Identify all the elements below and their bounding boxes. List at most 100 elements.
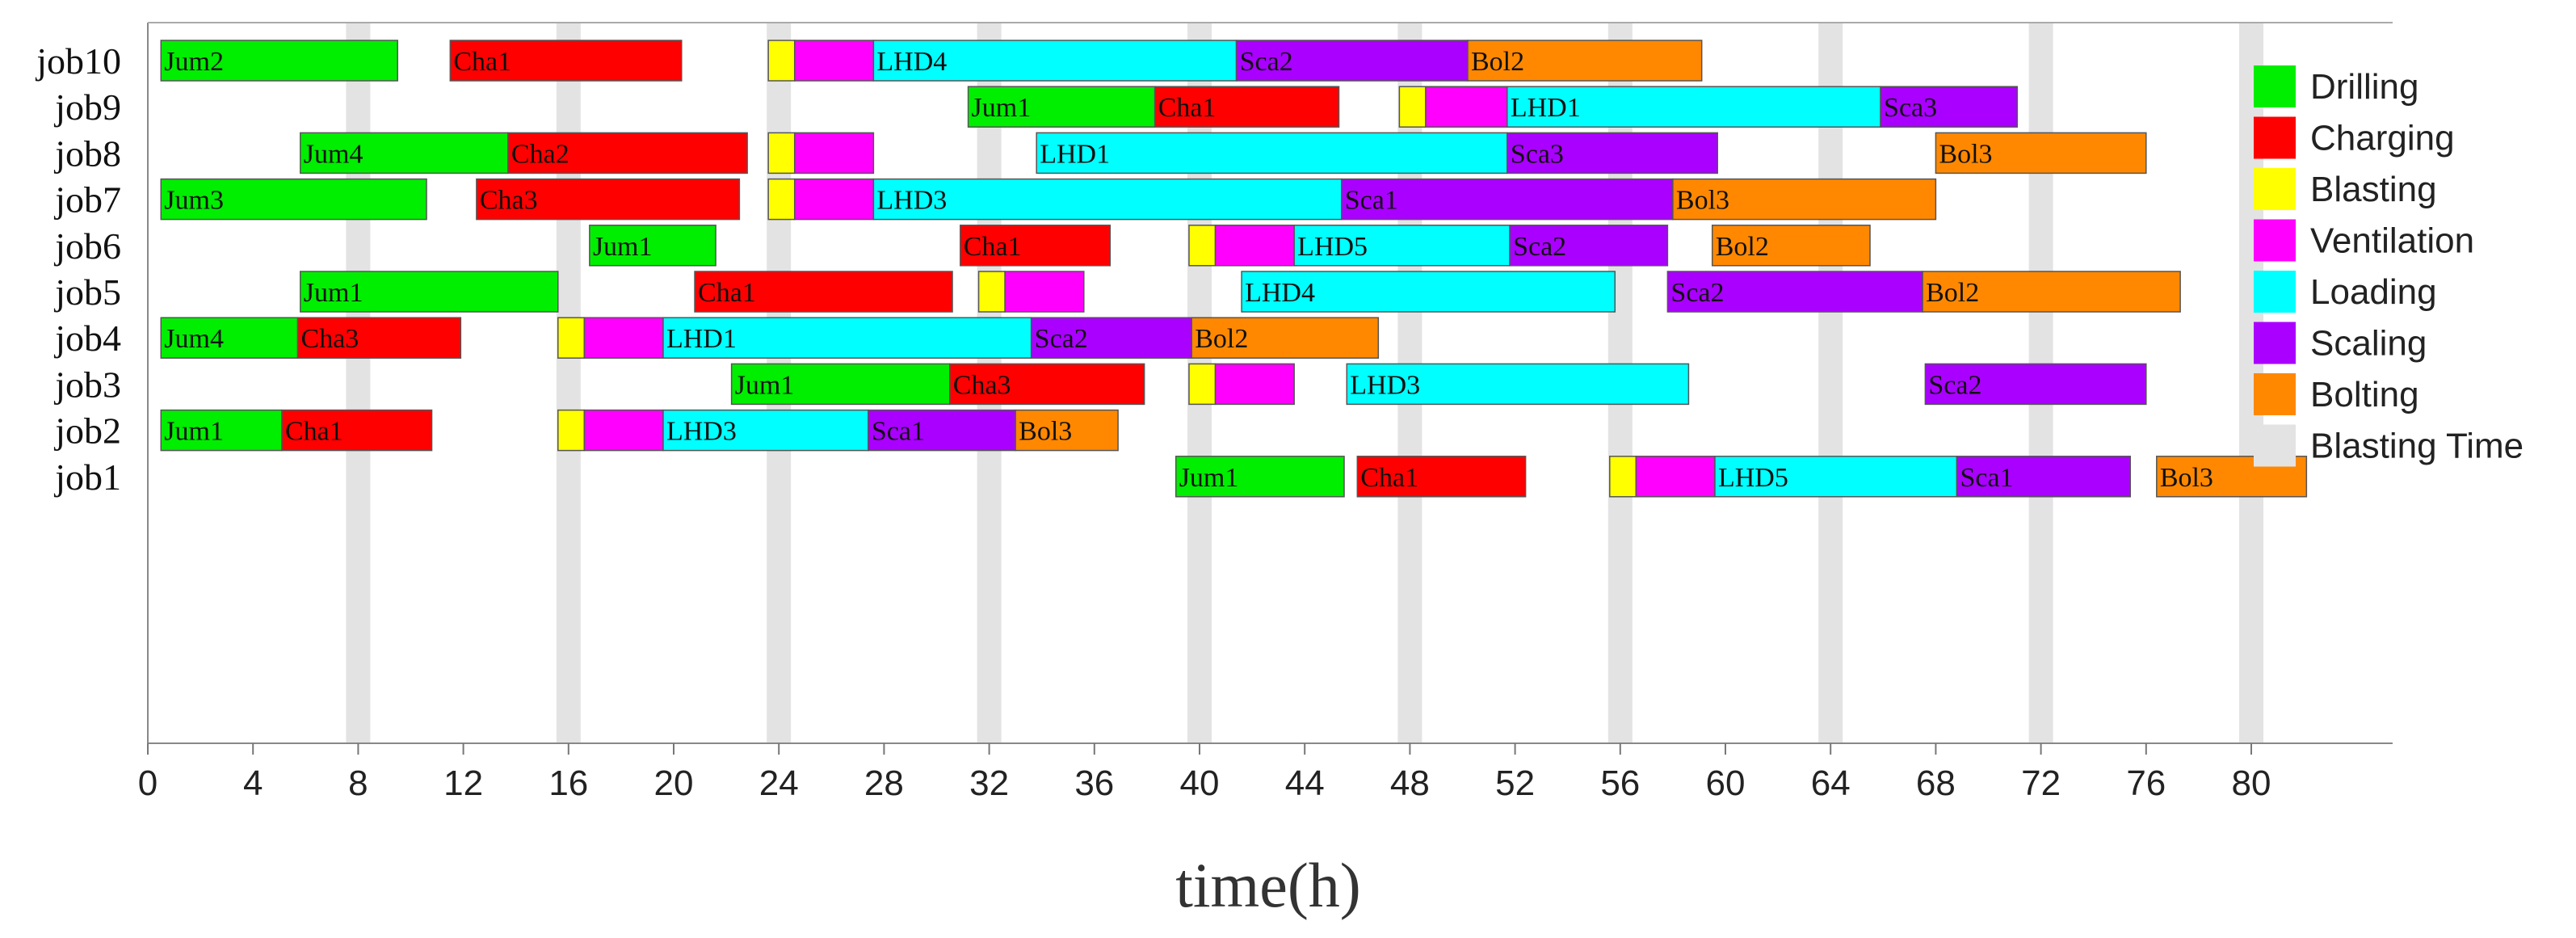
task-bar-loading: [662, 409, 869, 452]
task-bar-scaling: [1924, 363, 2147, 406]
x-tick-label: 8: [348, 763, 368, 803]
task-bar-ventilation: [583, 409, 664, 452]
task-bar-blasting: [557, 317, 586, 359]
x-tick-label: 80: [2232, 763, 2271, 803]
legend-swatch: [2254, 322, 2296, 364]
x-tick-label: 44: [1285, 763, 1325, 803]
task-bar-label: Cha3: [480, 186, 538, 216]
task-bar-label: Cha1: [698, 278, 756, 308]
task-bar-drilling: [1175, 456, 1345, 498]
task-bar-label: LHD1: [666, 324, 737, 354]
task-bar-label: Bol3: [1939, 139, 1992, 169]
x-tick-label: 72: [2021, 763, 2061, 803]
task-bar-scaling: [1956, 456, 2132, 498]
task-bar-charging: [507, 132, 748, 175]
task-bar-loading: [1346, 363, 1690, 406]
task-bar-label: Jum1: [304, 278, 363, 308]
task-bar-drilling: [160, 317, 299, 359]
task-bar-scaling: [1880, 86, 2019, 128]
task-bar-loading: [1036, 132, 1508, 175]
task-bar-ventilation: [1214, 363, 1295, 406]
x-tick-label: 32: [969, 763, 1009, 803]
x-tick-label: 0: [138, 763, 158, 803]
legend-label: Bolting: [2310, 375, 2419, 414]
task-bar-blasting: [767, 132, 796, 175]
task-bar-label: Cha1: [1158, 93, 1217, 123]
task-bar-label: Bol3: [2160, 463, 2213, 493]
task-bar-charging: [1154, 86, 1340, 128]
task-bar-charging: [296, 317, 462, 359]
task-bar-label: Jum3: [164, 186, 224, 216]
task-bar-bolting: [1191, 317, 1380, 359]
legend-label: Ventilation: [2310, 221, 2474, 261]
task-bar-label: LHD4: [1245, 278, 1315, 308]
task-bar-blasting: [767, 40, 796, 82]
task-bar-scaling: [868, 409, 1016, 452]
task-bar-charging: [694, 271, 953, 313]
task-bar-label: Sca2: [1928, 370, 1981, 400]
legend-label: Drilling: [2310, 67, 2418, 107]
task-bar-ventilation: [1214, 225, 1295, 267]
x-tick-label: 68: [1916, 763, 1956, 803]
legend: Drilling Charging Blasting Ventilation Loadi…: [2254, 65, 2523, 467]
task-bar-label: Sca2: [1513, 232, 1566, 262]
task-bar-label: LHD3: [876, 186, 947, 216]
task-bar-charging: [960, 225, 1112, 267]
legend-label: Blasting: [2310, 170, 2437, 209]
task-bar-drilling: [300, 132, 509, 175]
legend-swatch: [2254, 168, 2296, 210]
task-bar-label: LHD1: [1511, 93, 1581, 123]
task-bar-drilling: [589, 225, 716, 267]
x-tick-label: 76: [2126, 763, 2166, 803]
axes: [147, 22, 2393, 744]
blasting-time-band: [346, 23, 371, 743]
task-bar-label: Cha2: [511, 139, 569, 169]
task-bar-bolting: [1015, 409, 1119, 452]
task-bar-blasting: [1609, 456, 1637, 498]
task-bar-label: Jum1: [593, 232, 653, 262]
task-bar-charging: [949, 363, 1145, 406]
legend-swatch: [2254, 271, 2296, 313]
x-tick-label: 60: [1706, 763, 1746, 803]
task-bar-label: Cha3: [953, 370, 1011, 400]
task-bar-scaling: [1509, 225, 1669, 267]
task-bar-label: Sca3: [1884, 93, 1937, 123]
task-bar-loading: [1241, 271, 1616, 313]
x-tick-label: 28: [864, 763, 904, 803]
task-bar-drilling: [160, 178, 427, 221]
legend-label: Blasting Time: [2310, 427, 2523, 466]
task-bar-ventilation: [1004, 271, 1085, 313]
task-bar-label: Bol2: [1471, 47, 1524, 77]
task-bar-ventilation: [793, 40, 875, 82]
task-bar-label: LHD3: [666, 417, 737, 447]
legend-label: Scaling: [2310, 324, 2427, 364]
task-bar-loading: [1507, 86, 1881, 128]
task-bar-label: LHD1: [1040, 139, 1110, 169]
task-bar-label: Cha1: [285, 417, 343, 447]
task-bar-label: Bol3: [1019, 417, 1072, 447]
task-bar-label: Sca3: [1511, 139, 1564, 169]
task-bar-label: Cha3: [301, 324, 359, 354]
x-tick-label: 24: [759, 763, 799, 803]
task-bar-label: Jum1: [972, 93, 1032, 123]
task-bar-scaling: [1235, 40, 1469, 82]
task-bar-bolting: [1672, 178, 1937, 221]
x-tick-label: 16: [548, 763, 588, 803]
x-axis-title: time(h): [1175, 850, 1361, 920]
task-bar-bolting: [1935, 132, 2147, 175]
task-bar-label: Jum4: [304, 139, 363, 169]
job-label: job3: [53, 364, 121, 405]
legend-swatch: [2254, 116, 2296, 159]
legend-label: Loading: [2310, 272, 2437, 312]
task-bar-label: Bol2: [1195, 324, 1248, 354]
task-bar-ventilation: [583, 317, 664, 359]
task-bar-charging: [476, 178, 741, 221]
task-bar-ventilation: [1425, 86, 1508, 128]
task-bar-drilling: [160, 409, 283, 452]
task-bar-loading: [662, 317, 1032, 359]
task-bar-drilling: [967, 86, 1156, 128]
x-axis-ticks: 0 4 8 12 16 20 24 28 32 36 40 44 48 52 56 60 64 68 72 76 80: [138, 743, 2271, 803]
x-tick-label: 12: [443, 763, 483, 803]
task-bar-scaling: [1507, 132, 1718, 175]
